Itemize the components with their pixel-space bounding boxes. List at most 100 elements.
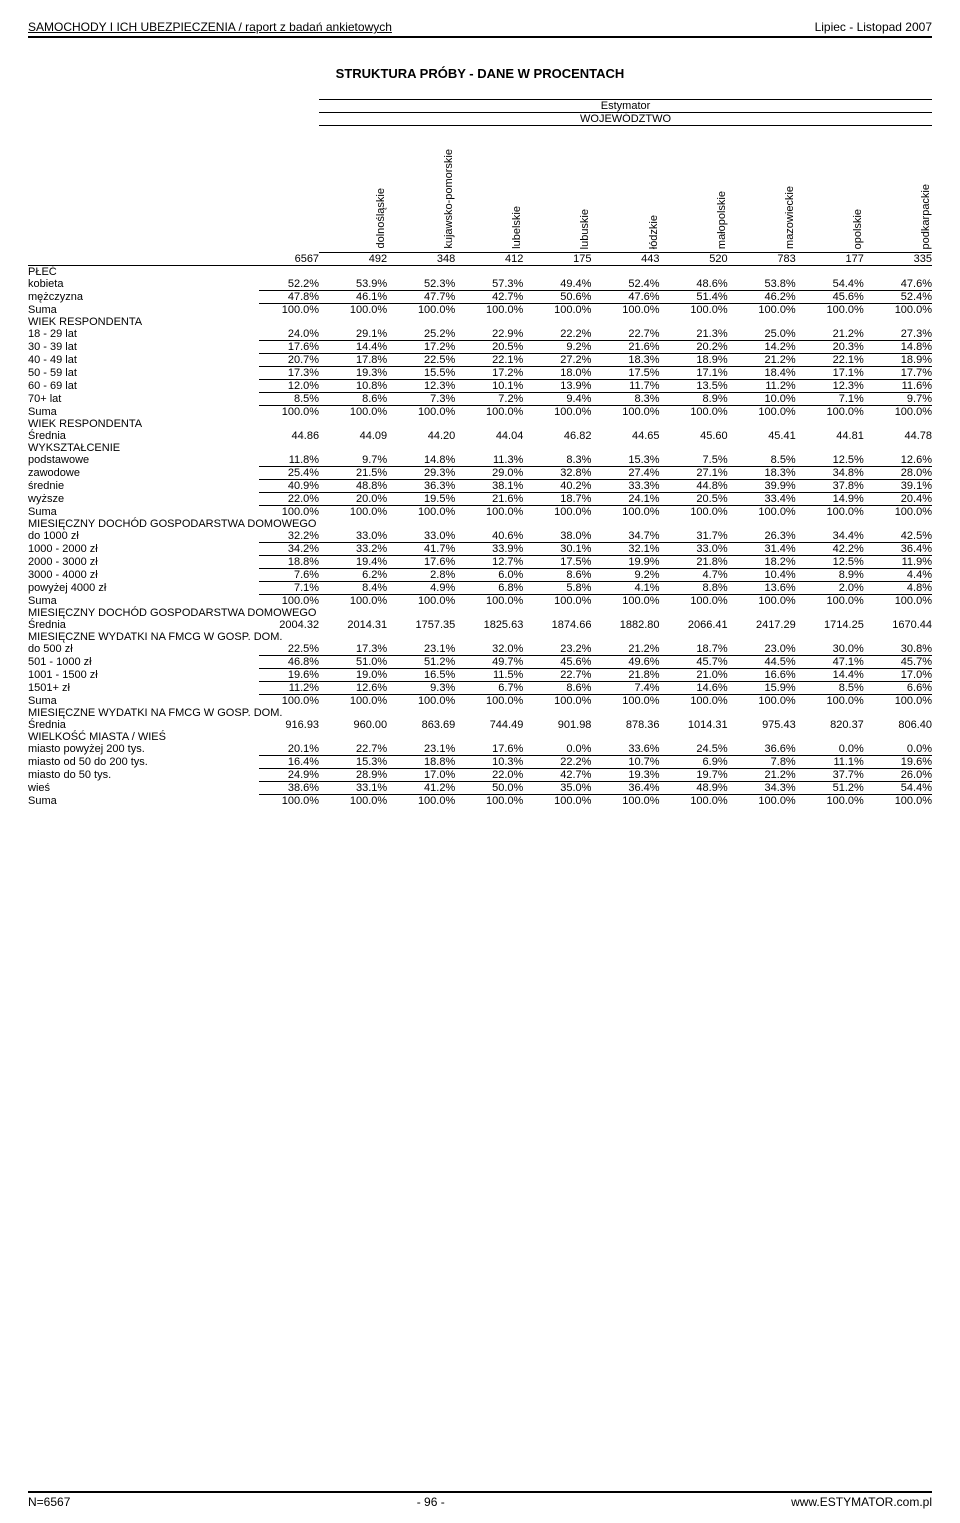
cell-value: 36.4% (591, 782, 659, 795)
cell-value: 13.5% (660, 380, 728, 393)
cell-value: 24.5% (660, 743, 728, 756)
cell-value: 37.8% (796, 480, 864, 493)
cell-value: 960.00 (319, 719, 387, 731)
cell-value: 47.8% (259, 291, 319, 304)
cell-value: 14.9% (796, 493, 864, 506)
cell-value: 27.2% (523, 354, 591, 367)
cell-value: 19.6% (259, 669, 319, 682)
cell-value: 6.2% (319, 569, 387, 582)
cell-value: 54.4% (796, 278, 864, 291)
cell-value: 22.7% (523, 669, 591, 682)
cell-value: 33.1% (319, 782, 387, 795)
cell-value: 22.2% (523, 328, 591, 341)
cell-value: 33.6% (591, 743, 659, 756)
row-label: zawodowe (28, 467, 259, 480)
cell-value: 25.0% (728, 328, 796, 341)
cell-value: 12.7% (455, 556, 523, 569)
cell-value: 50.0% (455, 782, 523, 795)
column-n: 492 (319, 253, 387, 266)
section-title: STRUKTURA PRÓBY - DANE W PROCENTACH (28, 66, 932, 81)
cell-value: 36.6% (728, 743, 796, 756)
cell-value: 1825.63 (455, 619, 523, 631)
cell-value: 8.5% (796, 682, 864, 695)
cell-value: 8.5% (728, 454, 796, 467)
cell-value: 100.0% (523, 406, 591, 419)
cell-value: 100.0% (796, 406, 864, 419)
cell-value: 15.9% (728, 682, 796, 695)
cell-value: 33.0% (319, 530, 387, 543)
cell-value: 100.0% (864, 795, 932, 808)
table-row: 60 - 69 lat12.0%10.8%12.3%10.1%13.9%11.7… (28, 380, 932, 393)
row-label: 501 - 1000 zł (28, 656, 259, 669)
row-label: 1000 - 2000 zł (28, 543, 259, 556)
cell-value: 17.6% (387, 556, 455, 569)
cell-value: 14.2% (728, 341, 796, 354)
cell-value: 100.0% (728, 695, 796, 708)
cell-value: 100.0% (259, 795, 319, 808)
row-label: Suma (28, 304, 259, 317)
row-label: miasto od 50 do 200 tys. (28, 756, 259, 769)
cell-value: 4.8% (864, 582, 932, 595)
row-label: do 500 zł (28, 643, 259, 656)
cell-value: 8.8% (660, 582, 728, 595)
cell-value: 6.6% (864, 682, 932, 695)
cell-value: 100.0% (387, 506, 455, 519)
cell-value: 100.0% (387, 406, 455, 419)
cell-value: 100.0% (523, 795, 591, 808)
row-label: 1501+ zł (28, 682, 259, 695)
cell-value: 4.4% (864, 569, 932, 582)
cell-value: 18.2% (728, 556, 796, 569)
cell-value: 21.3% (660, 328, 728, 341)
cell-value: 21.2% (728, 354, 796, 367)
row-label: Suma (28, 595, 259, 608)
table-body: PŁEĆkobieta52.2%53.9%52.3%57.3%49.4%52.4… (28, 266, 932, 808)
cell-value: 18.7% (660, 643, 728, 656)
cell-value: 1757.35 (387, 619, 455, 631)
cell-value: 11.7% (591, 380, 659, 393)
cell-value: 0.0% (864, 743, 932, 756)
table-row: 30 - 39 lat17.6%14.4%17.2%20.5%9.2%21.6%… (28, 341, 932, 354)
table-row: zawodowe25.4%21.5%29.3%29.0%32.8%27.4%27… (28, 467, 932, 480)
cell-value: 100.0% (259, 695, 319, 708)
cell-value: 19.0% (319, 669, 387, 682)
cell-value: 14.4% (319, 341, 387, 354)
cell-value: 100.0% (387, 304, 455, 317)
row-label: powyżej 4000 zł (28, 582, 259, 595)
cell-value: 100.0% (864, 406, 932, 419)
cell-value: 100.0% (319, 695, 387, 708)
cell-value: 14.8% (864, 341, 932, 354)
page: SAMOCHODY I ICH UBEZPIECZENIA / raport z… (0, 0, 960, 1523)
cell-value: 10.8% (319, 380, 387, 393)
cell-value: 49.7% (455, 656, 523, 669)
cell-value: 820.37 (796, 719, 864, 731)
cell-value: 100.0% (728, 406, 796, 419)
row-label: Suma (28, 406, 259, 419)
table-row: podstawowe11.8%9.7%14.8%11.3%8.3%15.3%7.… (28, 454, 932, 467)
cell-value: 44.20 (387, 430, 455, 442)
cell-value: 54.4% (864, 782, 932, 795)
cell-value: 100.0% (796, 506, 864, 519)
cell-value: 47.6% (864, 278, 932, 291)
cell-value: 23.0% (728, 643, 796, 656)
cell-value: 2004.32 (259, 619, 319, 631)
table-row: 40 - 49 lat20.7%17.8%22.5%22.1%27.2%18.3… (28, 354, 932, 367)
cell-value: 19.5% (387, 493, 455, 506)
cell-value: 32.8% (523, 467, 591, 480)
cell-value: 0.0% (523, 743, 591, 756)
cell-value: 46.82 (523, 430, 591, 442)
table-row: Średnia916.93960.00863.69744.49901.98878… (28, 719, 932, 731)
cell-value: 100.0% (796, 795, 864, 808)
cell-value: 33.2% (319, 543, 387, 556)
cell-value: 12.5% (796, 454, 864, 467)
cell-value: 100.0% (728, 506, 796, 519)
cell-value: 32.2% (259, 530, 319, 543)
row-label: Średnia (28, 430, 259, 442)
cell-value: 45.60 (660, 430, 728, 442)
cell-value: 33.9% (455, 543, 523, 556)
cell-value: 15.5% (387, 367, 455, 380)
wojewodztwo-header: WOJEWÓDZTWO (319, 113, 932, 126)
cell-value: 12.6% (319, 682, 387, 695)
cell-value: 34.8% (796, 467, 864, 480)
cell-value: 9.7% (864, 393, 932, 406)
footer-center: - 96 - (417, 1495, 445, 1509)
